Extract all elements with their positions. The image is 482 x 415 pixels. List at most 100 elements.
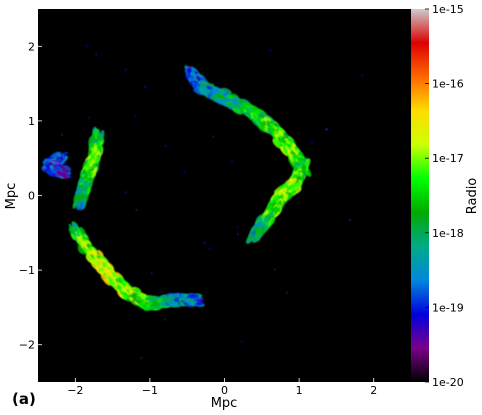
emission-blob: [98, 136, 101, 142]
emission-blob: [137, 303, 147, 310]
noise-speck: [203, 241, 206, 244]
noise-speck: [95, 53, 98, 56]
emission-blob: [110, 268, 114, 273]
emission-structures: [41, 45, 363, 359]
y-tick-label: −2: [19, 339, 35, 352]
panel-label: (a): [12, 390, 36, 408]
noise-speck: [164, 318, 166, 321]
noise-speck: [274, 268, 276, 271]
y-tick-label: 0: [28, 190, 35, 203]
noise-speck: [361, 74, 363, 77]
colorbar-tick-label: 1e-19: [432, 301, 464, 314]
emission-blob: [58, 175, 64, 179]
emission-blob: [147, 295, 156, 300]
noise-speck: [140, 357, 143, 359]
emission-blob: [271, 194, 276, 202]
noise-speck: [125, 69, 127, 71]
colorbar-ticks: 1e-20 1e-19 1e-18 1e-17 1e-16 1e-15: [425, 3, 464, 389]
noise-speck: [231, 160, 233, 163]
plot-area: [38, 9, 411, 382]
colorbar-title: Radio: [465, 178, 480, 215]
structure-2: [72, 126, 105, 211]
emission-blob: [239, 105, 248, 111]
emission-blob: [210, 83, 215, 86]
noise-speck: [326, 128, 328, 130]
emission-blob: [71, 233, 77, 241]
noise-speck: [144, 86, 147, 88]
emission-blob: [54, 165, 63, 172]
x-tick-label: −1: [142, 384, 158, 397]
structure-0: [184, 65, 312, 177]
emission-blob: [284, 185, 293, 192]
noise-speck: [85, 45, 88, 47]
colorbar-tick-label: 1e-18: [432, 227, 464, 240]
y-tick-label: 2: [28, 40, 35, 53]
emission-blob: [68, 223, 73, 229]
x-tick-label: −2: [67, 384, 83, 397]
x-tick-label: 0: [221, 384, 228, 397]
colorbar-tick-label: 1e-16: [432, 78, 464, 91]
noise-speck: [135, 209, 138, 211]
emission-blob: [221, 87, 232, 95]
emission-blob: [232, 107, 243, 115]
emission-blob: [79, 235, 83, 239]
emission-blob: [196, 298, 202, 301]
emission-blob: [173, 293, 181, 297]
emission-blob: [245, 233, 254, 244]
emission-blob: [84, 246, 89, 251]
emission-blob: [253, 113, 258, 118]
x-tick-label: 2: [370, 384, 377, 397]
x-axis-ticks: −2 −1 0 1 2: [67, 378, 377, 397]
noise-speck: [241, 340, 243, 343]
emission-blob: [100, 134, 104, 142]
emission-blob: [78, 201, 84, 211]
noise-speck: [311, 141, 313, 144]
noise-speck: [349, 219, 351, 221]
emission-blob: [94, 162, 98, 169]
y-tick-label: −1: [19, 264, 35, 277]
noise-speck: [164, 145, 167, 147]
emission-blob: [80, 227, 87, 236]
emission-blob: [73, 193, 79, 203]
emission-blob: [275, 211, 280, 218]
noise-speck: [269, 49, 271, 51]
emission-blob: [55, 174, 60, 178]
noise-speck: [151, 272, 153, 274]
emission-blob: [91, 260, 96, 266]
noise-speck: [237, 233, 239, 235]
noise-speck: [325, 128, 327, 131]
noise-speck: [87, 116, 90, 119]
noise-speck: [61, 133, 63, 136]
emission-blob: [187, 293, 200, 299]
emission-blob: [276, 200, 281, 207]
colorbar-tick-label: 1e-20: [432, 376, 464, 389]
noise-speck: [209, 248, 211, 250]
x-tick-label: 1: [296, 384, 303, 397]
emission-blob: [126, 298, 133, 303]
y-axis-title: Mpc: [4, 183, 19, 210]
noise-speck: [60, 154, 63, 156]
noise-speck: [286, 291, 288, 294]
noise-speck: [236, 226, 239, 228]
emission-blob: [255, 228, 263, 238]
noise-speck: [124, 191, 127, 194]
emission-blob: [97, 249, 104, 257]
noise-speck: [134, 115, 137, 118]
structure-4: [41, 151, 72, 180]
emission-blob: [232, 98, 239, 104]
colorbar-bar: [411, 9, 429, 382]
noise-speck: [212, 135, 215, 138]
emission-blob: [62, 164, 72, 171]
emission-blob: [93, 248, 99, 253]
emission-blob: [55, 170, 67, 178]
emission-blob: [195, 302, 204, 306]
emission-blob: [60, 167, 70, 174]
emission-blob: [252, 225, 256, 230]
y-tick-label: 1: [28, 115, 35, 128]
structure-1: [245, 156, 311, 244]
colorbar-tick-label: 1e-15: [432, 3, 464, 16]
noise-speck: [183, 170, 186, 172]
emission-blob: [120, 288, 128, 293]
structure-3: [68, 221, 205, 311]
